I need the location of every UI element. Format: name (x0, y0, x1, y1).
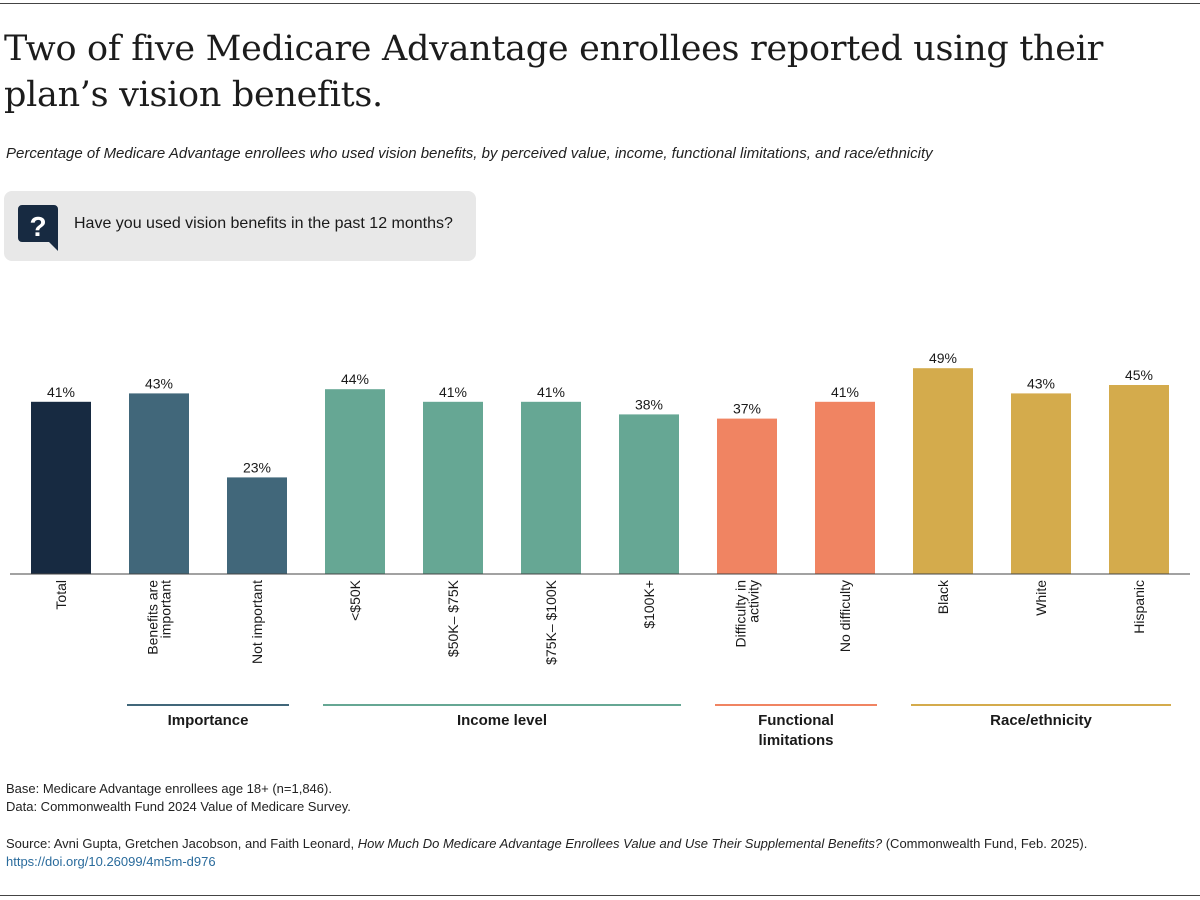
data-label: 37% (733, 401, 761, 417)
bar (423, 401, 483, 574)
survey-question-text: Have you used vision benefits in the pas… (74, 215, 453, 232)
data-label: 23% (243, 459, 271, 475)
footnote-data: Data: Commonwealth Fund 2024 Value of Me… (6, 799, 351, 814)
bar (129, 393, 189, 574)
bar (619, 414, 679, 574)
data-label: 41% (47, 384, 75, 400)
bar (521, 401, 581, 574)
group-label: Importance (168, 712, 249, 729)
bar (325, 389, 385, 574)
top-rule (0, 3, 1200, 4)
group-label: Functional limitations (758, 712, 834, 749)
data-label: 44% (341, 371, 369, 387)
svg-text:?: ? (29, 211, 46, 242)
group-label: Race/ethnicity (990, 712, 1092, 729)
tick-label: Benefits areimportant (145, 580, 174, 655)
tick-label: Difficulty inactivity (733, 580, 762, 647)
data-label: 45% (1125, 367, 1153, 383)
data-label: 41% (831, 384, 859, 400)
question-bubble-icon: ? (18, 205, 58, 251)
tick-label: $50K– $75K (445, 579, 461, 657)
bar (717, 418, 777, 574)
data-label: 38% (635, 396, 663, 412)
tick-label: Not important (249, 580, 265, 664)
bar (913, 368, 973, 574)
tick-label: Hispanic (1131, 580, 1147, 634)
chart-title: Two of five Medicare Advantage enrollees… (4, 29, 1104, 115)
tick-label: White (1033, 580, 1049, 616)
bar-chart: 41% Total 43% Benefits areimportant 23% Not i… (10, 350, 1190, 749)
tick-label: $75K– $100K (543, 579, 559, 665)
bar (815, 401, 875, 574)
bar (1011, 393, 1071, 574)
tick-label: $100K+ (641, 580, 657, 629)
data-label: 41% (439, 384, 467, 400)
footnote-base: Base: Medicare Advantage enrollees age 1… (6, 781, 332, 796)
data-label: 43% (145, 375, 173, 391)
survey-question-box: ? Have you used vision benefits in the p… (4, 191, 476, 261)
source-suffix: (Commonwealth Fund, Feb. 2025). (882, 836, 1088, 851)
group-label: Income level (457, 712, 547, 729)
tick-label: No difficulty (837, 580, 853, 652)
bar (227, 477, 287, 574)
tick-label: Black (935, 579, 951, 614)
source-prefix: Source: Avni Gupta, Gretchen Jacobson, a… (6, 836, 358, 851)
data-label: 41% (537, 384, 565, 400)
footnote-source: Source: Avni Gupta, Gretchen Jacobson, a… (6, 836, 1196, 851)
source-title: How Much Do Medicare Advantage Enrollees… (357, 836, 883, 851)
data-label: 49% (929, 350, 957, 366)
bottom-rule (0, 895, 1200, 896)
tick-label: Total (53, 580, 69, 610)
chart-subtitle: Percentage of Medicare Advantage enrolle… (6, 145, 933, 162)
bar (1109, 385, 1169, 574)
bar (31, 401, 91, 574)
tick-label: <$50K (347, 579, 363, 621)
doi-link[interactable]: https://doi.org/10.26099/4m5m-d976 (6, 854, 216, 869)
data-label: 43% (1027, 375, 1055, 391)
